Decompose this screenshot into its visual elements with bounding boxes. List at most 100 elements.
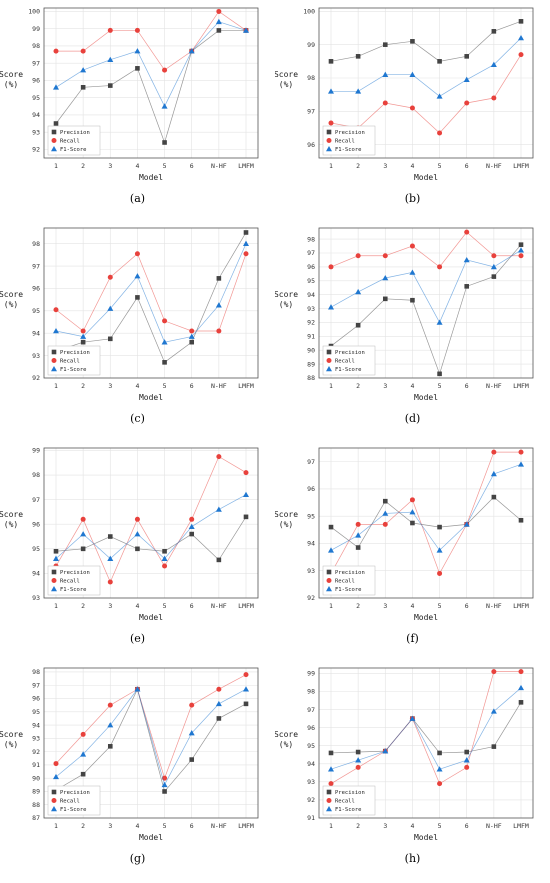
y-tick-label: 94 <box>32 570 40 578</box>
data-point <box>437 371 442 377</box>
legend-box <box>47 345 101 376</box>
y-tick-label: 98 <box>32 42 40 50</box>
x-tick-label: 5 <box>438 382 442 390</box>
x-tick-label: 1 <box>329 602 333 610</box>
x-tick-label: N-HF <box>211 382 227 390</box>
x-axis-label: Model <box>139 833 163 842</box>
y-tick-label: 99 <box>32 447 40 455</box>
legend-marker <box>326 129 332 135</box>
data-point <box>162 360 167 365</box>
series-f1-score <box>53 686 249 788</box>
x-tick-label: 5 <box>163 162 167 170</box>
y-tick-label: 92 <box>32 146 40 154</box>
data-point <box>134 48 141 54</box>
data-point <box>243 251 249 257</box>
data-point <box>464 229 470 235</box>
data-point <box>243 230 249 235</box>
data-point <box>491 274 497 279</box>
plot-frame <box>43 447 259 599</box>
legend-box <box>322 565 376 596</box>
series-line <box>55 21 247 108</box>
data-point <box>382 71 389 77</box>
y-tick-label: 98 <box>32 240 40 248</box>
legend-marker <box>51 569 57 575</box>
y-tick-label: 95 <box>32 708 40 716</box>
legend-marker <box>326 806 332 812</box>
x-tick-label: LMFM <box>238 382 254 390</box>
x-tick-label: 1 <box>329 822 333 830</box>
data-point <box>80 328 86 334</box>
data-point <box>382 510 389 516</box>
data-point <box>382 100 388 106</box>
data-point <box>216 276 222 281</box>
data-point <box>328 750 334 756</box>
x-axis-label: Model <box>414 833 438 842</box>
legend-marker <box>51 349 57 355</box>
legend-box <box>322 345 376 376</box>
y-tick-label: 93 <box>307 778 315 786</box>
y-tick-label: 93 <box>32 128 40 136</box>
y-tick-label: 96 <box>32 285 40 293</box>
y-tick-label: 92 <box>307 319 315 327</box>
data-point <box>410 520 415 526</box>
legend-label: Precision <box>60 350 90 356</box>
series-line <box>56 10 247 71</box>
y-tick-label: 92 <box>32 748 40 756</box>
data-point <box>216 328 222 334</box>
y-tick-label: 97 <box>32 262 40 270</box>
x-axis-label: Model <box>414 393 438 402</box>
panel-caption: (d) <box>404 412 421 425</box>
series-f1-score <box>328 461 524 553</box>
series-f1-score <box>53 240 249 345</box>
data-point <box>215 18 222 25</box>
y-tick-label: 100 <box>28 8 40 16</box>
y-tick-label: 96 <box>32 520 40 528</box>
y-tick-label: 97 <box>307 108 315 116</box>
legend-marker <box>326 146 332 152</box>
y-tick-label: 87 <box>32 814 40 822</box>
x-tick-label: 5 <box>163 822 167 830</box>
series-f1-score <box>328 684 524 772</box>
data-point <box>518 52 524 58</box>
x-tick-label: 5 <box>438 602 442 610</box>
data-point <box>490 470 497 477</box>
data-point <box>355 545 361 550</box>
data-point <box>518 517 524 523</box>
y-tick-label: 92 <box>307 796 315 804</box>
data-point <box>134 686 141 692</box>
y-tick-label: 98 <box>32 471 40 479</box>
y-tick-label: 96 <box>307 141 315 149</box>
panel-caption: (h) <box>404 852 421 865</box>
series-line <box>330 249 522 324</box>
data-point <box>328 88 334 94</box>
legend: Precision Recall F1-Score <box>47 345 101 376</box>
legend-label: F1-Score <box>335 147 362 153</box>
y-tick-label: 93 <box>32 735 40 743</box>
series-line <box>330 451 521 575</box>
legend-label: F1-Score <box>335 367 362 373</box>
legend-marker <box>51 138 57 143</box>
data-point <box>243 672 249 678</box>
data-point <box>80 339 86 345</box>
data-point <box>107 744 113 749</box>
legend-marker <box>51 366 57 372</box>
data-point <box>80 731 86 737</box>
data-point <box>464 100 470 106</box>
data-point <box>134 531 141 537</box>
y-tick-label: 96 <box>32 695 40 703</box>
data-point <box>463 256 470 263</box>
data-point <box>162 67 168 73</box>
legend-marker <box>326 789 332 795</box>
legend-marker <box>326 358 332 363</box>
y-tick-label: 95 <box>307 277 315 285</box>
data-point <box>518 35 524 41</box>
y-tick-label: 94 <box>32 329 40 337</box>
data-point <box>328 120 334 126</box>
y-tick-label: 93 <box>307 567 315 575</box>
data-point <box>189 531 195 537</box>
y-tick-label: 90 <box>307 346 315 354</box>
data-point <box>464 749 470 755</box>
data-point <box>409 243 415 249</box>
x-tick-label: 3 <box>383 382 387 390</box>
legend-label: Recall <box>335 359 355 365</box>
